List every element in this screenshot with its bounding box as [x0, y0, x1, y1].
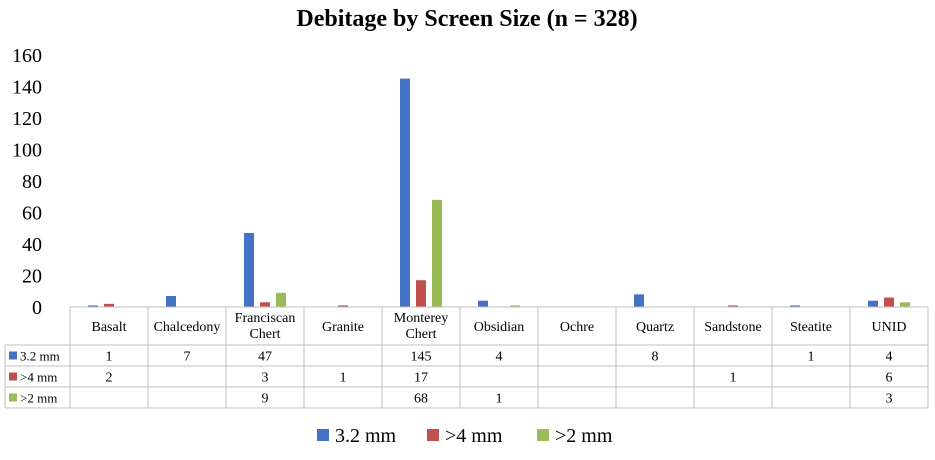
category-label: Basalt	[92, 320, 127, 335]
legend-label: >4 mm	[445, 425, 503, 447]
bar	[338, 305, 348, 307]
bar	[900, 302, 910, 307]
row-legend-key	[9, 351, 17, 360]
category-label: Franciscan	[235, 311, 296, 326]
bar	[510, 305, 520, 307]
table-cell-value: 17	[414, 371, 428, 386]
bar	[276, 292, 286, 307]
row-label: >4 mm	[20, 370, 57, 385]
category-label: Sandstone	[704, 320, 762, 335]
table-cell-value: 145	[411, 350, 432, 365]
legend-swatch	[427, 429, 439, 441]
category-label: Granite	[322, 320, 364, 335]
y-tick-label: 80	[22, 171, 42, 193]
table-cell-value: 8	[652, 350, 659, 365]
table-cell-value: 4	[496, 350, 503, 365]
category-label: UNID	[872, 320, 907, 335]
legend: 3.2 mm >4 mm >2 mm	[317, 425, 613, 447]
y-tick-label: 160	[12, 45, 42, 67]
bar	[416, 280, 426, 307]
table-cell-value: 68	[414, 392, 428, 407]
category-label: Quartz	[636, 320, 674, 335]
bar	[432, 199, 442, 307]
y-tick-label: 40	[22, 234, 42, 256]
category-label: Chalcedony	[154, 320, 221, 335]
category-label: Steatite	[790, 320, 832, 335]
bar	[478, 300, 488, 307]
table-cell-value: 3	[262, 371, 269, 386]
table-cell-value: 7	[184, 350, 191, 365]
category-label: Chert	[249, 327, 280, 342]
bar	[88, 305, 98, 307]
bar	[104, 303, 114, 307]
bar	[868, 300, 878, 307]
legend-swatch	[317, 429, 329, 441]
y-tick-label: 60	[22, 203, 42, 225]
y-axis: 0 20 40 60 80 100 120 140 160	[12, 45, 42, 319]
table-cell-value: 47	[258, 350, 272, 365]
bar	[260, 302, 270, 307]
bar	[166, 295, 176, 307]
category-label: Obsidian	[474, 320, 525, 335]
bar	[884, 297, 894, 307]
category-label: Ochre	[560, 320, 594, 335]
y-tick-label: 0	[32, 297, 42, 319]
table-cell-value: 1	[730, 371, 737, 386]
legend-label: >2 mm	[555, 425, 613, 447]
bar	[634, 294, 644, 307]
table-cell-value: 1	[340, 371, 347, 386]
table-cell-value: 4	[886, 350, 893, 365]
legend-label: 3.2 mm	[335, 425, 397, 447]
table-cell-value: 6	[886, 371, 893, 386]
row-legend-key	[9, 372, 17, 381]
bar	[400, 78, 410, 307]
row-label: >2 mm	[20, 391, 57, 406]
chart-title: Debitage by Screen Size (n = 328)	[296, 6, 637, 32]
legend-swatch	[537, 429, 549, 441]
bar	[728, 305, 738, 307]
table-cell-value: 3	[886, 392, 893, 407]
bars	[88, 78, 910, 307]
category-label: Chert	[405, 327, 436, 342]
table-cell-value: 9	[262, 392, 269, 407]
table-cell-value: 1	[496, 392, 503, 407]
y-tick-label: 20	[22, 266, 42, 288]
table-cell-value: 1	[106, 350, 113, 365]
bar	[244, 232, 254, 307]
table-cell-value: 1	[808, 350, 815, 365]
row-legend-key	[9, 393, 17, 402]
y-tick-label: 100	[12, 140, 42, 162]
y-tick-label: 140	[12, 77, 42, 99]
category-label: Monterey	[394, 311, 448, 326]
row-label: 3.2 mm	[20, 349, 60, 364]
table-cell-value: 2	[106, 371, 113, 386]
bar	[790, 305, 800, 307]
y-tick-label: 120	[12, 108, 42, 130]
